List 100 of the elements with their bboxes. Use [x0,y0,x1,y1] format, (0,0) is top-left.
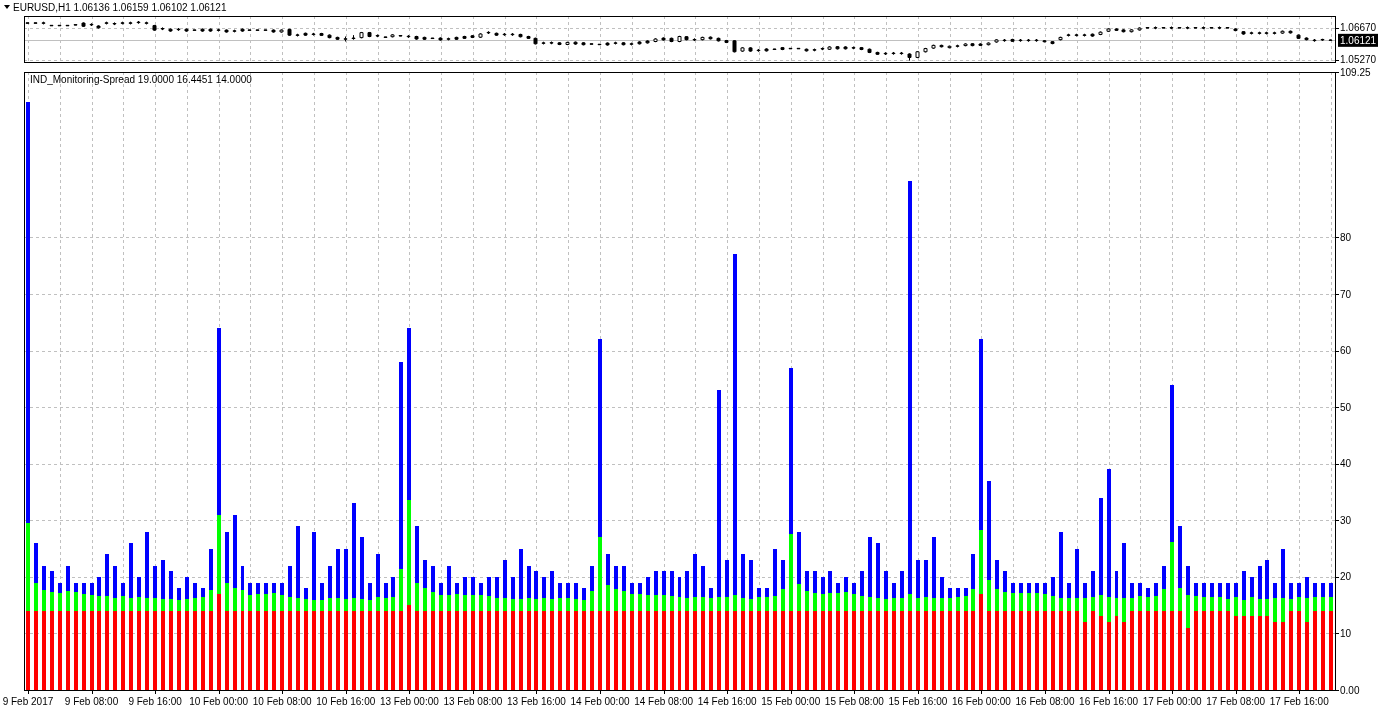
bar [89,594,94,611]
bar [439,594,444,611]
bar [280,582,285,595]
bar [876,542,881,598]
bar [57,610,62,690]
candlestick [319,32,324,37]
candlestick [462,35,467,40]
bar [1249,576,1254,597]
candlestick [430,37,435,40]
bar [788,367,793,534]
bar [923,596,928,611]
bar [296,525,301,598]
bar [415,610,420,690]
bar [319,582,324,601]
candlestick [613,41,618,45]
bar [367,600,372,611]
candlestick [478,32,483,39]
bar [995,610,1000,690]
bar [288,565,293,597]
candlestick [335,36,340,41]
bar [1058,597,1063,611]
candlestick [1201,25,1206,30]
bar [963,588,968,597]
bar [1122,622,1127,690]
candlestick [1106,27,1111,33]
bar [399,568,404,611]
bar [963,610,968,690]
bar [772,548,777,597]
candlestick [764,47,769,53]
bar [176,600,181,611]
bar [534,598,539,611]
bar [860,610,865,690]
bar [153,597,158,611]
bar [327,565,332,598]
bar [161,610,166,690]
bar [335,597,340,611]
bar [669,596,674,611]
bar [995,559,1000,590]
bar [49,610,54,690]
candlestick [383,36,388,39]
bar [606,610,610,690]
bar [1281,597,1286,623]
candlestick [152,24,157,32]
bar [1066,582,1071,598]
bar [812,571,817,594]
bar [526,610,531,690]
candlestick [1193,26,1198,29]
bar [1305,576,1310,598]
bar [955,610,960,690]
bar [343,610,348,690]
bar [1154,582,1159,597]
bar [184,576,189,599]
bar [351,610,356,690]
bar [81,593,86,611]
bar [1082,597,1087,623]
bar [1170,541,1175,611]
y-tick-label: 60 [1340,345,1352,357]
bar [645,610,650,690]
bar [1027,582,1032,594]
candlestick [359,31,364,39]
bar [470,610,475,690]
bar [931,610,936,690]
bar [359,598,364,611]
candlestick [192,29,197,32]
bar [431,592,436,611]
candlestick [112,21,117,26]
candlestick [216,28,221,32]
candlestick [748,46,753,53]
bar [1201,610,1206,690]
bar [550,610,555,690]
bar [41,589,46,611]
y-tick-label: 30 [1340,514,1352,526]
candlestick [820,46,825,51]
candlestick [136,20,141,25]
bar [955,596,960,611]
bar [232,514,237,589]
bar [97,610,102,690]
bar [1066,610,1071,690]
bar [192,582,197,598]
candlestick [200,28,205,33]
bar [351,503,356,598]
candlestick [104,21,109,25]
bar [852,593,857,611]
bar [145,597,150,611]
candlestick [804,48,809,53]
bar [1225,610,1230,690]
bar [661,610,666,690]
bar [97,596,102,611]
candlestick [1066,33,1071,37]
bar [423,610,428,690]
candlestick [271,28,276,34]
bar [33,610,38,690]
bar [796,584,801,611]
candlestick [89,22,94,27]
bar [1233,616,1238,690]
bar [526,565,531,598]
bar [327,610,332,690]
x-tick-label: 14 Feb 08:00 [634,696,694,707]
candlestick [947,45,952,49]
chart-title: IND_Monitoring-Spread 19.0000 16.4451 14.0000 [30,74,253,85]
